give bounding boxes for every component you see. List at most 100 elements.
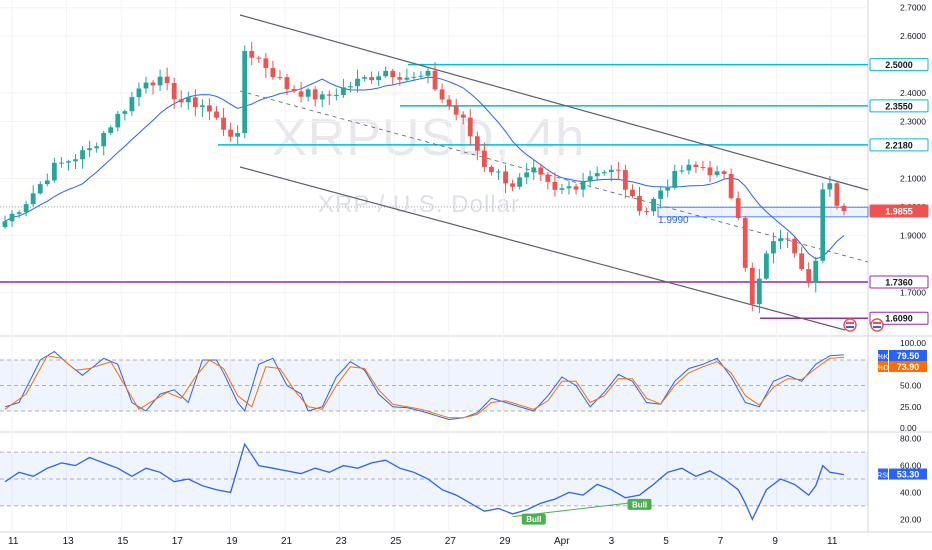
candle-body (735, 198, 741, 219)
level-annotation: 1.9990 (658, 215, 689, 226)
candle-body (2, 221, 8, 227)
rsi-tick: 40.00 (900, 487, 922, 497)
time-tick: 23 (336, 536, 348, 547)
candle-body (277, 77, 283, 79)
candle-body (474, 136, 480, 151)
candle-body (312, 89, 318, 100)
time-tick: 19 (226, 536, 238, 547)
candle-body (672, 170, 678, 188)
candle-body (714, 171, 720, 176)
stoch-k-tag-key: %K (878, 354, 889, 361)
stoch-tick: 100.00 (900, 338, 926, 348)
candle-body (376, 76, 382, 81)
candle-body (298, 91, 304, 97)
candle-body (263, 58, 269, 68)
price-tick: 2.4000 (900, 88, 926, 98)
rsi-tick: 80.00 (900, 434, 922, 444)
us-flag-icon-2[interactable] (870, 318, 884, 332)
level-tag: 1.7360 (885, 278, 913, 288)
candle-body (425, 70, 431, 76)
candle-body (489, 166, 494, 173)
candle-body (164, 76, 170, 83)
candle-body (559, 188, 565, 190)
level-tag: 2.5000 (885, 60, 913, 70)
candle-body (326, 94, 332, 96)
level-tag-box (869, 138, 929, 152)
candle-body (531, 167, 537, 173)
candle-body (644, 211, 649, 213)
candle-body (580, 181, 586, 190)
candle-body (573, 186, 579, 190)
candle-body (9, 213, 15, 222)
zone-box (657, 206, 869, 218)
horizontal-levels: 1.9990 (0, 63, 869, 319)
candle-body (16, 212, 22, 214)
bull-label: Bull (526, 515, 541, 524)
price-tick: 1.7000 (900, 287, 926, 297)
candle-body (200, 105, 205, 108)
channel-lower (239, 166, 846, 331)
candle-body (333, 94, 339, 96)
rsi-panel: Bull Bull (0, 442, 868, 525)
candle-body (418, 75, 424, 77)
candle-body (806, 269, 812, 283)
candle-body (700, 167, 706, 169)
price-tick: 2.1000 (900, 173, 926, 183)
candle-body (30, 193, 36, 205)
candle-body (785, 238, 790, 240)
stoch-k-line (4, 350, 844, 421)
candle-body (721, 171, 727, 174)
price-tick: 2.3000 (900, 117, 926, 127)
candle-body (136, 88, 142, 98)
candle-body (749, 267, 755, 305)
candle-body (143, 82, 149, 89)
stoch-tick: 25.00 (900, 402, 922, 412)
rsi-tag-key-box (878, 468, 888, 480)
candle-body (397, 77, 403, 80)
candle-body (228, 129, 233, 137)
candle-body (630, 189, 635, 197)
candle-body (404, 77, 410, 80)
candle-body (150, 82, 156, 86)
candle-body (439, 89, 445, 100)
candle-body (214, 111, 219, 118)
stoch-tick: 0.00 (900, 423, 917, 433)
candle-body (566, 186, 572, 189)
candle-body (411, 76, 417, 78)
candle-body (651, 198, 656, 212)
candle-body (693, 164, 699, 168)
candle-body (742, 218, 748, 268)
candle-body (594, 173, 600, 177)
candle-body (369, 77, 374, 81)
stoch-d-tag-val-box (889, 361, 927, 372)
candle-body (446, 99, 452, 107)
bull-label-box (521, 513, 546, 525)
level-tag-box (869, 58, 929, 72)
stoch-d-tag-val: 73.90 (897, 362, 920, 372)
rsi-tag-val-box (889, 468, 927, 480)
candle-body (545, 174, 551, 182)
candle-body (44, 180, 50, 185)
price-tick: 2.7000 (900, 3, 926, 13)
time-tick: 9 (772, 536, 778, 547)
candle-body (665, 187, 671, 191)
price-tick: 2.6000 (900, 31, 926, 41)
axes: 2.70002.60002.40002.30002.10002.00001.90… (8, 3, 926, 547)
us-flag-icon[interactable] (843, 318, 857, 332)
candle-body (827, 183, 833, 190)
time-tick: 27 (445, 536, 457, 547)
candle-body (341, 87, 346, 95)
candle-body (756, 278, 762, 305)
candle-body (87, 148, 92, 151)
candle-body (467, 117, 473, 137)
level-tag: 1.6090 (885, 314, 913, 324)
candle-body (249, 51, 255, 58)
candle-body (171, 82, 177, 100)
stoch-tick: 50.00 (900, 381, 922, 391)
candle-body (601, 172, 607, 174)
candle-body (192, 97, 198, 108)
candle-body (291, 89, 297, 92)
candle-body (348, 86, 353, 88)
candle-body (390, 70, 396, 78)
time-tick: 11 (827, 536, 838, 547)
